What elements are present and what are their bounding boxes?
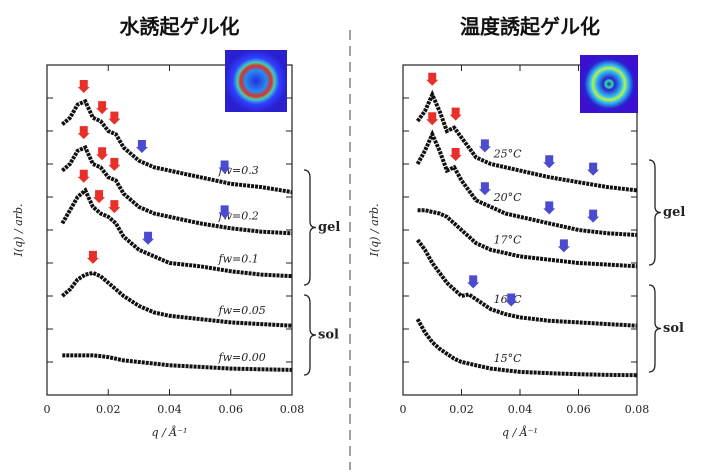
chart-title: 水誘起ゲル化	[120, 15, 240, 39]
series-label: 20°C	[493, 191, 522, 204]
inset-image	[580, 55, 638, 113]
plot-frame	[47, 65, 292, 395]
x-tick-label: 0.08	[280, 403, 305, 416]
y-axis-label: I(q) / arb.	[12, 203, 25, 257]
series-label: fw=0.05	[218, 304, 266, 317]
peak-arrow	[108, 200, 120, 213]
peak-arrow	[93, 190, 105, 203]
peak-arrow	[426, 112, 438, 125]
figure: 水誘起ゲル化 0 0.02 0.04 0.06 0.08 q / Å⁻¹ I(q) / arb…	[0, 0, 701, 475]
series-label: fw=0.1	[218, 252, 259, 265]
data-line	[62, 273, 292, 326]
peak-arrow	[543, 155, 555, 168]
chart-title: 温度誘起ゲル化	[460, 15, 600, 39]
series-label: fw=0.00	[218, 351, 266, 364]
peak-arrow	[467, 275, 479, 288]
data-line	[418, 240, 637, 326]
peak-arrow	[587, 210, 599, 223]
peak-arrow	[108, 158, 120, 171]
peak-arrow	[78, 80, 90, 93]
data-line	[62, 101, 292, 192]
peak-arrow	[479, 139, 491, 152]
y-axis-label: I(q) / arb.	[368, 203, 381, 257]
inset-image	[225, 50, 287, 112]
group-label: sol	[663, 321, 684, 336]
series-label: 17°C	[494, 233, 522, 246]
group-bracket	[649, 160, 661, 265]
x-tick-label: 0.02	[449, 403, 474, 416]
x-tick-label: 0	[400, 403, 407, 416]
x-tick-label: 0.06	[219, 403, 244, 416]
x-tick-label: 0	[44, 403, 51, 416]
peak-arrow	[479, 182, 491, 195]
page: {"chart_data":[ {"type":"line","title":"…	[0, 0, 701, 475]
peak-arrow	[78, 170, 90, 183]
group-bracket	[649, 285, 661, 372]
peak-arrow	[426, 73, 438, 86]
peak-arrow	[108, 112, 120, 125]
x-tick-label: 0.04	[508, 403, 533, 416]
group-label: sol	[318, 328, 339, 343]
x-axis-label: q / Å⁻¹	[502, 425, 538, 439]
peak-arrow	[96, 147, 108, 160]
x-tick-label: 0.02	[96, 403, 121, 416]
peak-arrow	[142, 232, 154, 245]
x-tick-label: 0.08	[625, 403, 650, 416]
group-bracket	[304, 295, 316, 375]
peak-arrow	[587, 163, 599, 176]
peak-arrow	[450, 148, 462, 161]
x-tick-label: 0.04	[157, 403, 182, 416]
peak-arrow	[558, 239, 570, 252]
x-tick-label: 0.06	[566, 403, 591, 416]
peak-arrow	[96, 101, 108, 114]
peak-arrow	[87, 251, 99, 264]
series-label: 15°C	[494, 352, 522, 365]
group-label: gel	[318, 220, 340, 235]
x-axis-label: q / Å⁻¹	[152, 425, 188, 439]
peak-arrow	[136, 140, 148, 153]
peak-arrow	[450, 108, 462, 121]
peak-arrow	[78, 126, 90, 139]
peak-arrow	[543, 201, 555, 214]
data-line	[418, 319, 637, 375]
group-label: gel	[663, 205, 685, 220]
group-bracket	[304, 170, 316, 285]
series-label: 25°C	[493, 148, 522, 161]
